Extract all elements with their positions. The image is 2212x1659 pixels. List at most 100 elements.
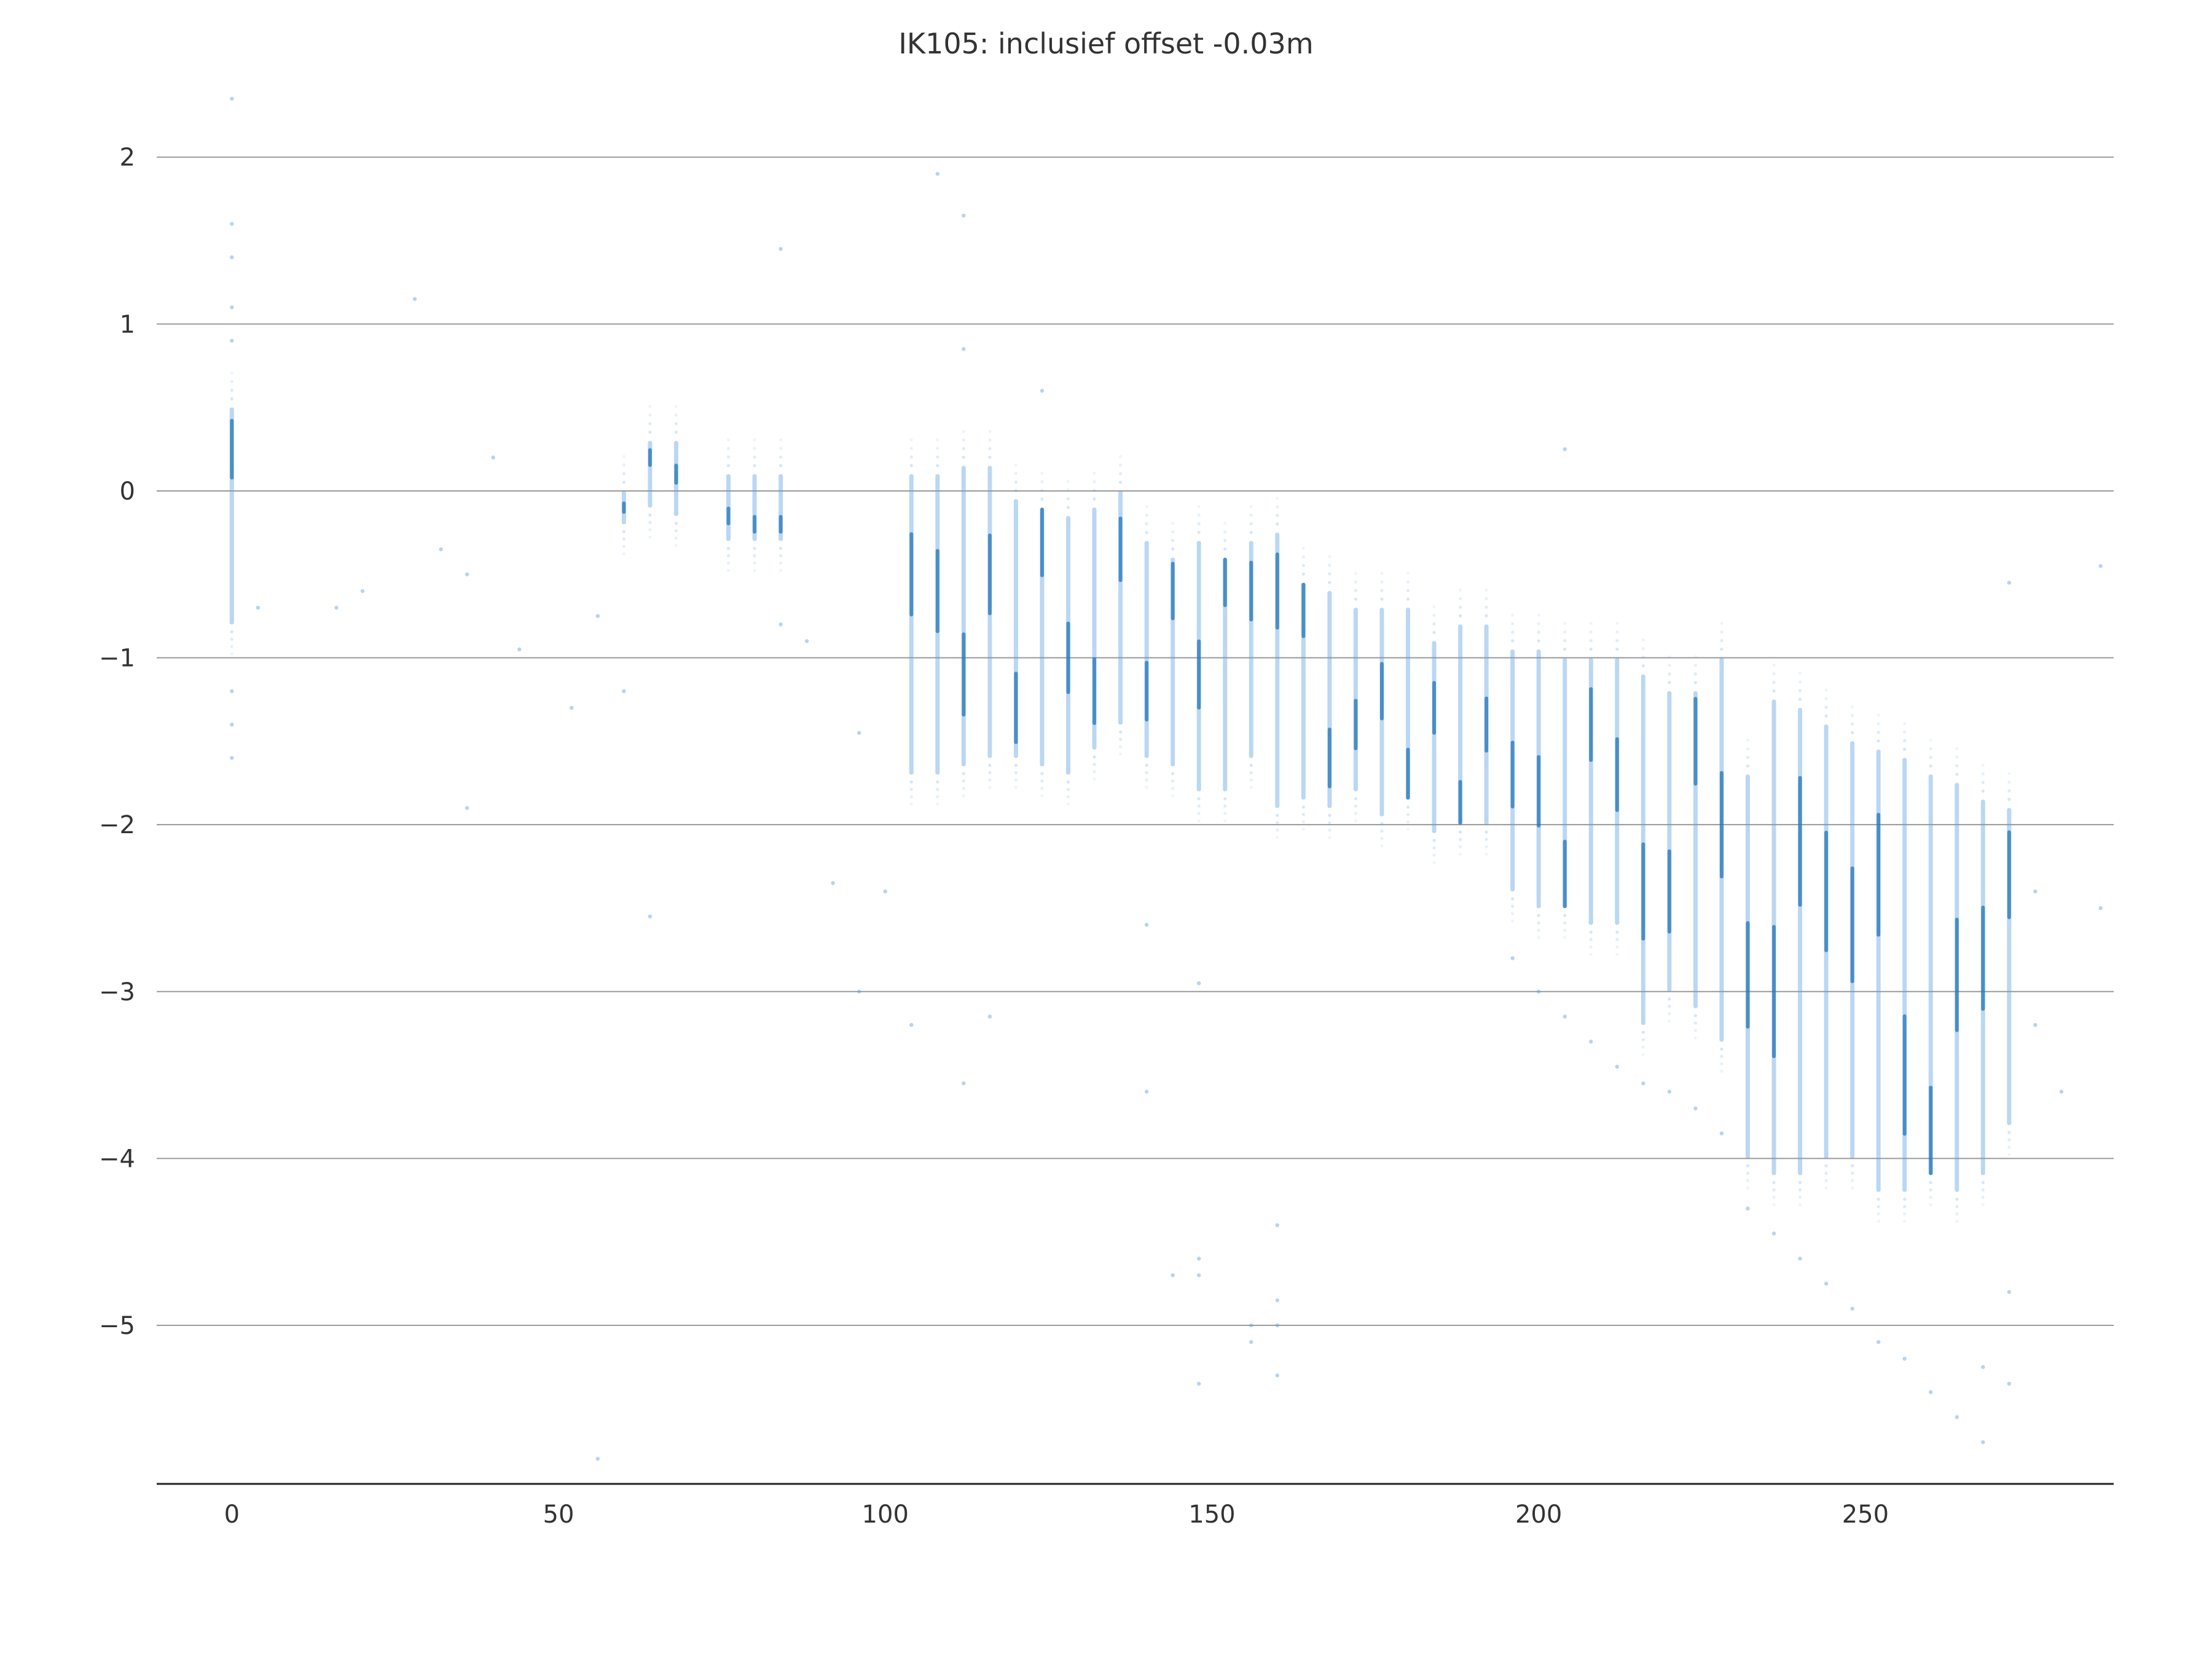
data-point xyxy=(1145,763,1148,767)
data-point xyxy=(1537,914,1540,917)
data-point xyxy=(517,647,522,652)
data-point xyxy=(1511,897,1515,901)
data-point xyxy=(1668,672,1671,676)
data-point xyxy=(1092,488,1096,492)
data-point xyxy=(1301,555,1305,559)
data-point xyxy=(988,447,992,450)
data-point xyxy=(1668,664,1671,667)
data-point xyxy=(1615,638,1619,643)
data-point xyxy=(1118,730,1123,734)
data-point xyxy=(1877,731,1880,734)
y-tick-label: −1 xyxy=(99,645,135,673)
data-point xyxy=(1536,989,1541,994)
data-point xyxy=(962,447,965,450)
data-point xyxy=(648,422,652,426)
data-point xyxy=(1746,764,1750,768)
data-point xyxy=(1118,455,1123,458)
data-point xyxy=(1877,1198,1880,1201)
data-point xyxy=(1223,547,1227,551)
data-point xyxy=(831,881,835,885)
point-column-core xyxy=(909,532,914,617)
data-point xyxy=(1249,530,1253,535)
point-column-core xyxy=(1092,657,1097,726)
data-point xyxy=(2007,1290,2012,1294)
point-column-core xyxy=(1145,661,1149,722)
data-point xyxy=(2007,789,2011,793)
data-point xyxy=(1197,812,1201,815)
data-point xyxy=(230,371,233,375)
data-point xyxy=(962,438,965,442)
data-point xyxy=(1903,1198,1907,1201)
data-point xyxy=(1955,772,1959,776)
data-point xyxy=(1903,747,1907,751)
data-point xyxy=(1641,1038,1645,1041)
point-column-core xyxy=(1406,747,1410,800)
data-point xyxy=(1458,845,1462,849)
data-point xyxy=(962,1081,966,1086)
x-tick-label: 100 xyxy=(862,1500,909,1529)
data-point xyxy=(1824,1186,1828,1190)
data-point xyxy=(1484,837,1488,841)
data-point xyxy=(1328,814,1332,817)
data-point xyxy=(1432,861,1436,865)
data-point xyxy=(988,771,992,775)
data-point xyxy=(1301,546,1305,550)
data-point xyxy=(1118,480,1123,484)
data-point xyxy=(988,429,992,433)
data-point xyxy=(1144,922,1149,927)
data-point xyxy=(726,455,731,459)
point-column-core xyxy=(1249,560,1253,622)
data-point xyxy=(1328,836,1332,839)
x-tick-label: 150 xyxy=(1188,1500,1235,1529)
data-point xyxy=(491,455,495,460)
data-point xyxy=(2033,889,2037,894)
data-point xyxy=(1484,605,1488,609)
data-point xyxy=(1589,1040,1593,1044)
data-point xyxy=(1851,731,1854,734)
data-point xyxy=(1014,771,1018,775)
data-points xyxy=(230,96,2103,1461)
data-point xyxy=(1197,504,1201,509)
data-point xyxy=(1929,1188,1932,1192)
data-point xyxy=(1851,1164,1854,1167)
data-point xyxy=(1118,463,1123,467)
point-column-core xyxy=(1615,737,1619,812)
data-point xyxy=(1981,1202,1985,1207)
data-point xyxy=(936,464,939,468)
data-point xyxy=(1145,513,1148,517)
data-point xyxy=(1354,804,1358,808)
data-point xyxy=(1746,1171,1750,1175)
data-point xyxy=(962,455,965,459)
y-tick-label: −4 xyxy=(99,1145,135,1173)
data-point xyxy=(753,546,756,551)
data-point xyxy=(1981,1195,1985,1199)
x-tick-label: 200 xyxy=(1515,1500,1562,1529)
point-column-core xyxy=(2007,830,2011,919)
data-point xyxy=(753,455,756,459)
point-column-core xyxy=(1902,1014,1907,1136)
data-point xyxy=(857,731,861,735)
data-point xyxy=(1955,755,1959,759)
data-point xyxy=(1668,655,1671,659)
data-point xyxy=(595,614,600,618)
data-point xyxy=(1458,837,1462,841)
data-point xyxy=(1458,597,1462,600)
data-point xyxy=(1458,852,1462,856)
data-point xyxy=(1955,1205,1959,1209)
data-point xyxy=(1276,514,1279,517)
data-point xyxy=(1092,770,1096,774)
data-point xyxy=(779,622,783,627)
data-point xyxy=(1040,388,1045,393)
x-tick-label: 0 xyxy=(224,1500,240,1529)
data-point xyxy=(1877,739,1880,743)
data-point xyxy=(936,780,939,784)
point-column-core xyxy=(1484,696,1489,753)
data-point xyxy=(1145,785,1148,790)
data-point xyxy=(1223,804,1227,808)
data-point xyxy=(1275,1373,1279,1378)
data-point xyxy=(1040,497,1044,501)
data-point xyxy=(1458,614,1462,618)
point-column-core xyxy=(648,448,652,467)
data-point xyxy=(1014,778,1018,782)
data-point xyxy=(622,530,626,533)
